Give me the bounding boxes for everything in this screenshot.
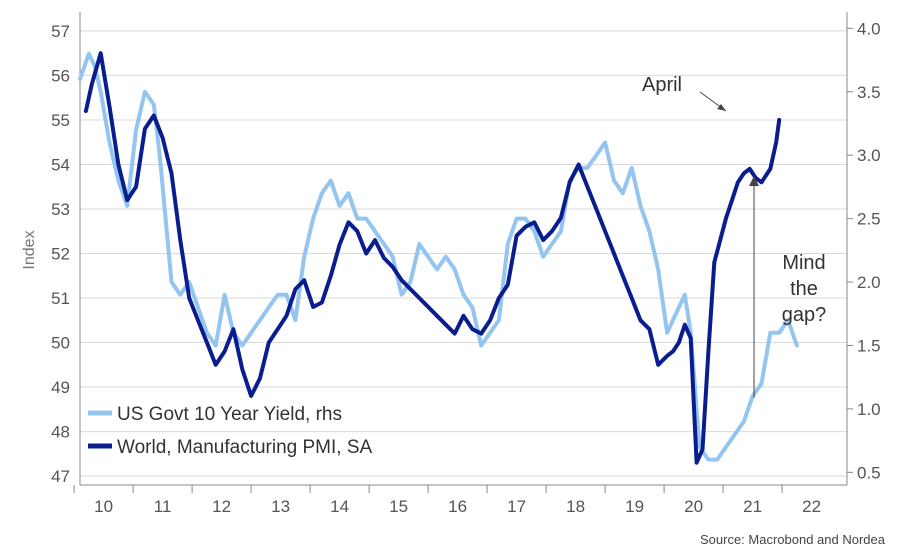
right-tick-label: 3.5 (857, 83, 881, 102)
left-tick-label: 51 (51, 289, 70, 308)
left-tick-label: 50 (51, 334, 70, 353)
left-axis-ticks: 47 48 49 50 51 52 53 54 55 56 57 (51, 22, 70, 486)
axes (79, 12, 848, 486)
x-tick-label: 17 (507, 497, 526, 516)
right-tick-label: 0.5 (857, 463, 881, 482)
source-note: Source: Macrobond and Nordea (700, 532, 886, 547)
annotation-mind: Mind (782, 252, 825, 274)
right-tick-label: 1.0 (857, 400, 881, 419)
annotation-the: the (790, 278, 818, 300)
x-axis-ticks: 10 11 12 13 14 15 16 17 18 19 20 21 22 (73, 485, 821, 516)
x-tick-label: 21 (743, 497, 762, 516)
series-line-world-pmi (83, 51, 782, 465)
right-tick-label: 4.0 (857, 19, 881, 38)
series-line-us-10y-yield (78, 51, 799, 462)
annotation-gap: gap? (782, 304, 827, 326)
x-tick-label: 14 (330, 497, 349, 516)
left-tick-label: 53 (51, 200, 70, 219)
x-tick-label: 16 (448, 497, 467, 516)
right-tick-label: 2.0 (857, 273, 881, 292)
left-tick-label: 49 (51, 378, 70, 397)
right-tick-label: 2.5 (857, 210, 881, 229)
x-tick-label: 10 (94, 497, 113, 516)
left-tick-label: 52 (51, 245, 70, 264)
left-tick-label: 56 (51, 66, 70, 85)
x-tick-label: 15 (389, 497, 408, 516)
right-tick-label: 1.5 (857, 336, 881, 355)
x-tick-label: 22 (802, 497, 821, 516)
annotation-april-arrowhead (717, 104, 726, 111)
left-tick-label: 48 (51, 423, 70, 442)
x-tick-label: 18 (566, 497, 585, 516)
annotation-april: April (642, 74, 682, 96)
x-tick-label: 13 (271, 497, 290, 516)
legend-label-yield: US Govt 10 Year Yield, rhs (117, 404, 342, 425)
left-tick-label: 55 (51, 111, 70, 130)
series-group (78, 51, 799, 465)
right-axis-ticks: 0.5 1.0 1.5 2.0 2.5 3.0 3.5 4.0 (847, 19, 881, 482)
legend-label-pmi: World, Manufacturing PMI, SA (117, 437, 373, 458)
left-tick-label: 57 (51, 22, 70, 41)
gap-arrowhead (749, 176, 759, 186)
left-tick-label: 47 (51, 467, 70, 486)
left-tick-label: 54 (51, 155, 70, 174)
x-tick-label: 20 (684, 497, 703, 516)
x-tick-label: 11 (154, 497, 172, 516)
y-axis-label: Index (21, 230, 38, 269)
right-tick-label: 3.0 (857, 146, 881, 165)
legend: US Govt 10 Year Yield, rhs World, Manufa… (88, 404, 373, 458)
x-tick-label: 19 (625, 497, 644, 516)
x-tick-label: 12 (212, 497, 231, 516)
